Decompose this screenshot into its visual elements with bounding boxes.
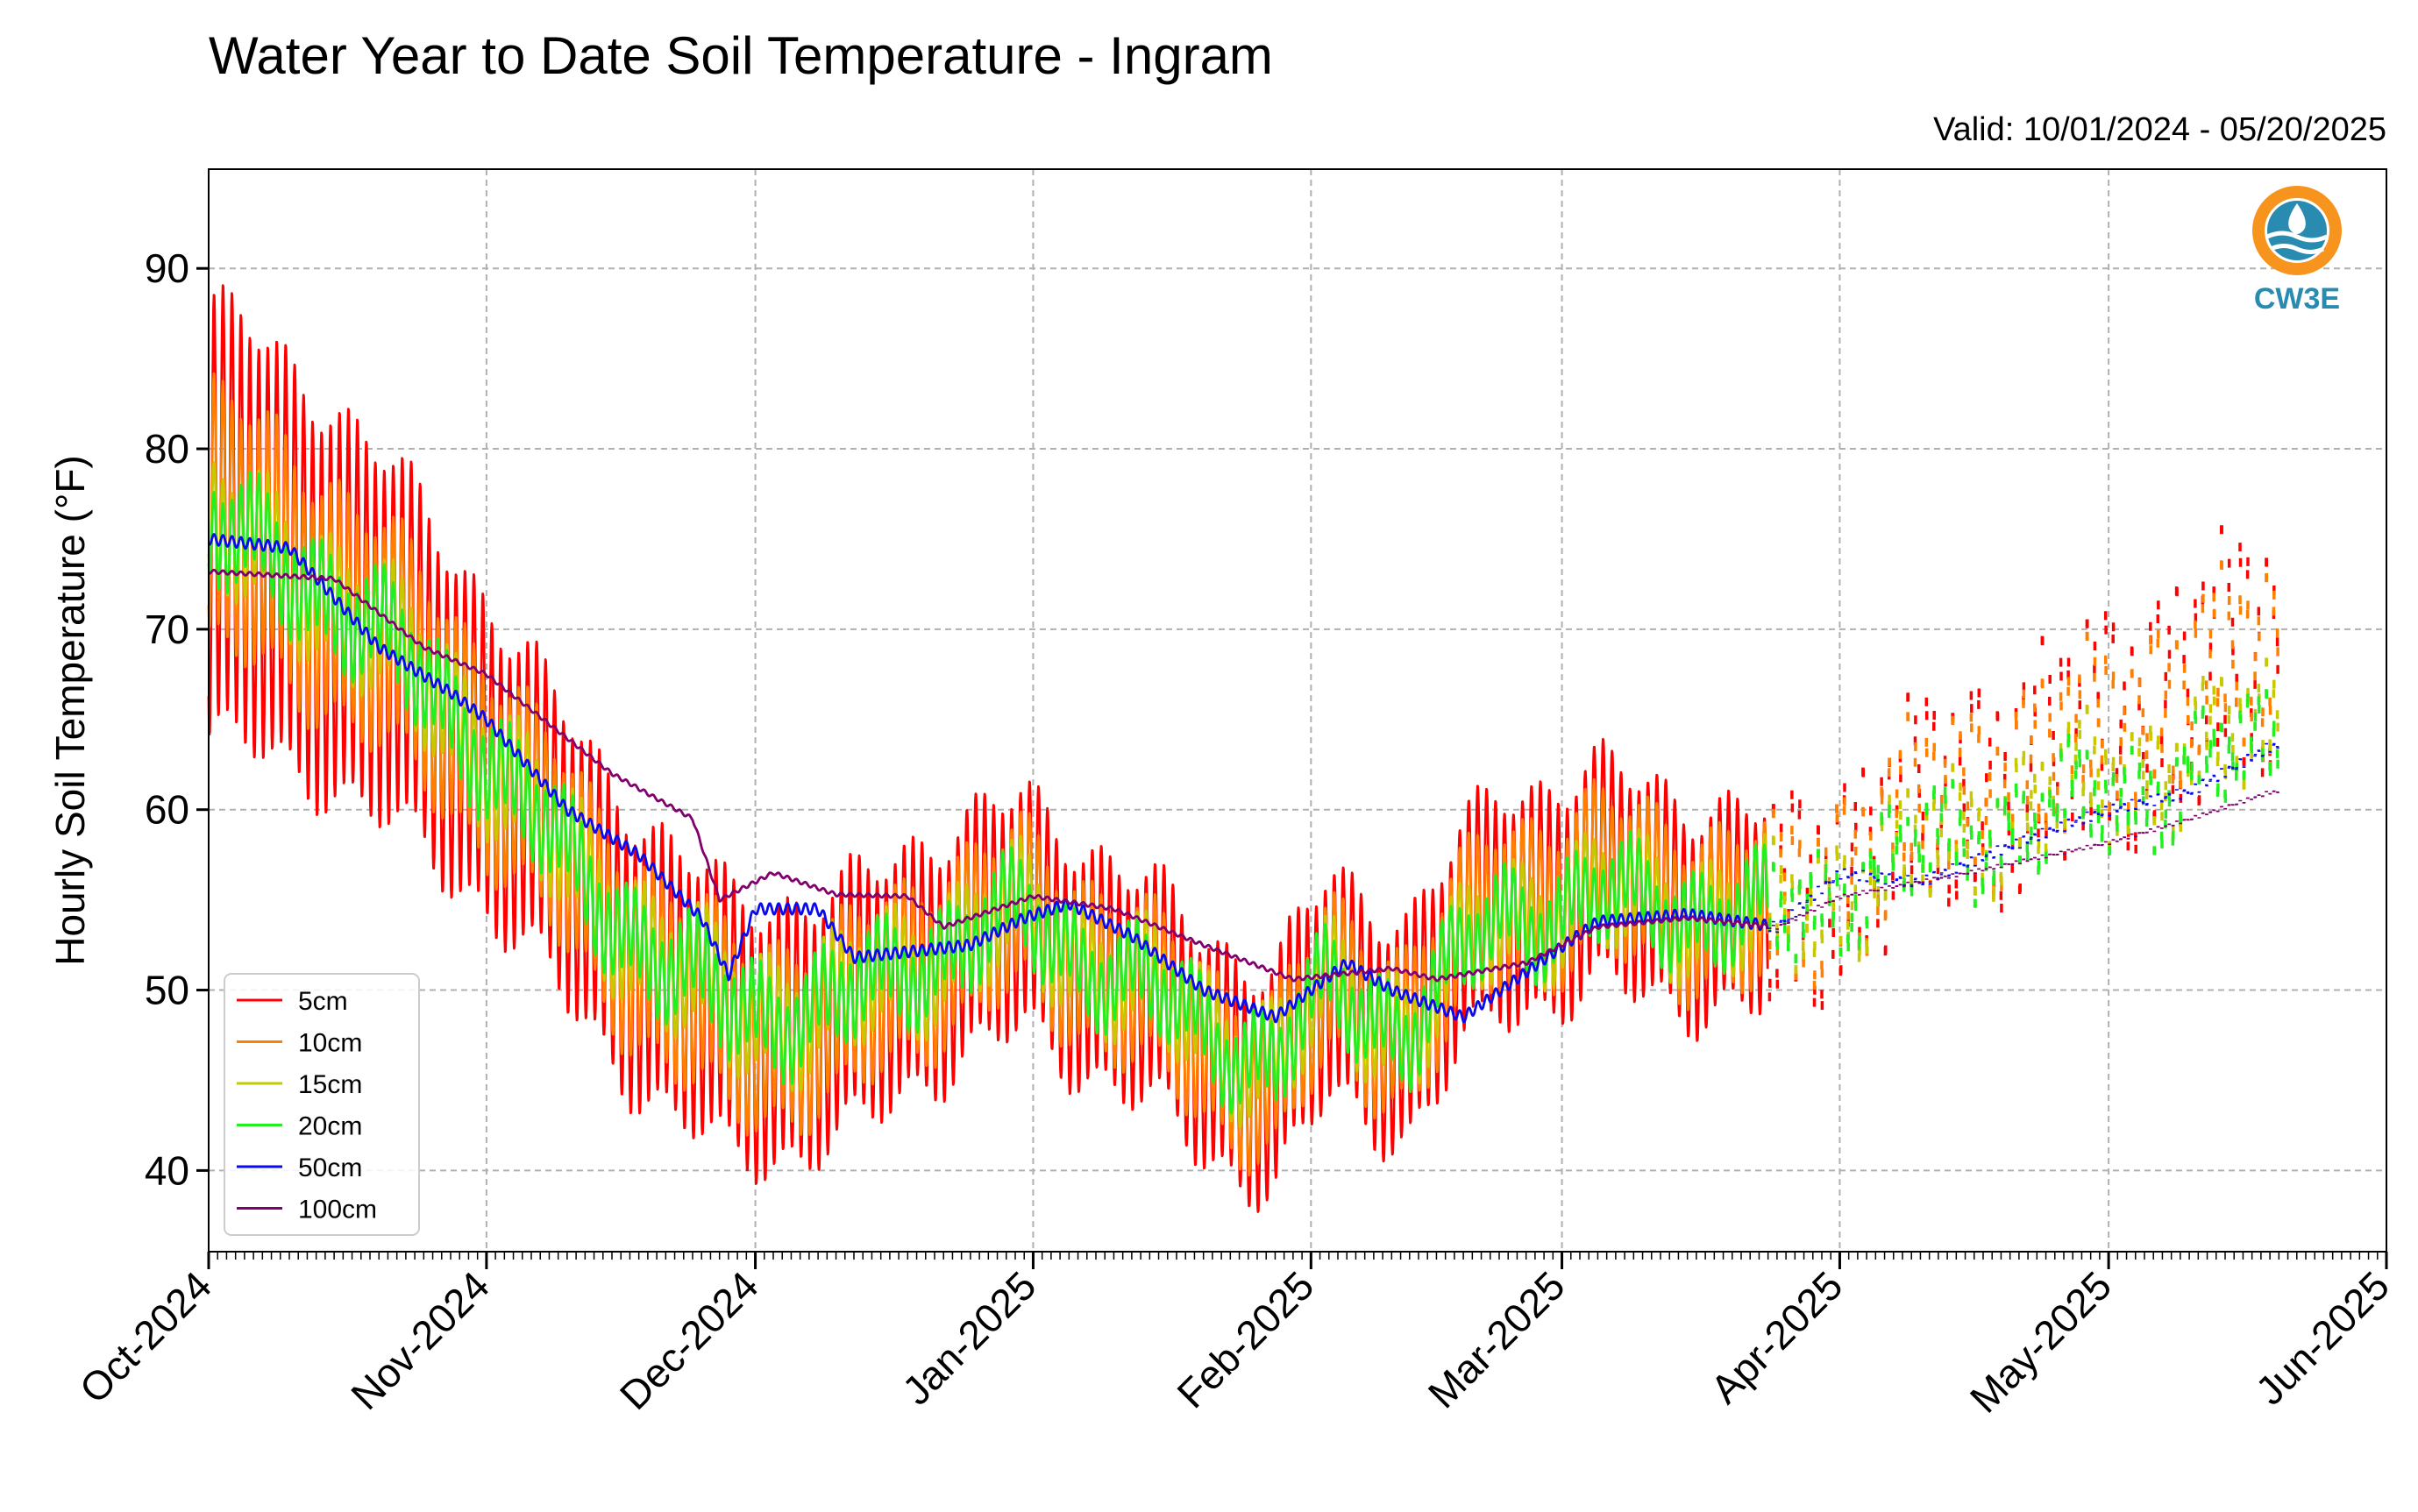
series-line-50cm [207, 533, 1769, 1024]
x-tick-label: Apr-2025 [1702, 1262, 1852, 1412]
chart-subtitle: Valid: 10/01/2024 - 05/20/2025 [1933, 111, 2386, 148]
x-tick-label: Mar-2025 [1419, 1262, 1574, 1416]
y-tick-label: 70 [145, 607, 189, 652]
series-line-100cm [208, 568, 1769, 983]
series-points-10cm [1767, 560, 2279, 990]
logo-text: CW3E [2254, 282, 2340, 316]
legend-label-100cm: 100cm [298, 1196, 377, 1225]
series-points-100cm [1767, 790, 2279, 930]
y-tick-label: 80 [145, 426, 189, 472]
cw3e-logo: CW3E [2252, 186, 2342, 316]
x-tick-label: Dec-2024 [611, 1262, 767, 1418]
x-tick-label: Nov-2024 [342, 1262, 498, 1418]
axes: Oct-2024 Nov-2024 Dec-2024 Jan-2025 Feb-2025… [71, 245, 2399, 1422]
y-tick-label: 60 [145, 787, 189, 833]
chart-title: Water Year to Date Soil Temperature - In… [209, 26, 1273, 85]
plot-frame [208, 168, 2387, 1253]
legend-label-15cm: 15cm [298, 1070, 362, 1099]
series-points-20cm [1767, 689, 2279, 963]
x-tick-label: Jun-2025 [2247, 1262, 2398, 1413]
y-tick-label: 90 [145, 245, 189, 291]
series-line-10cm [207, 372, 1769, 1177]
logo-wave-icon [2265, 231, 2329, 243]
x-tick-label: May-2025 [1961, 1262, 2120, 1421]
series-layer [207, 284, 2279, 1213]
legend: 5cm 10cm 15cm 20cm 50cm 100cm [224, 973, 420, 1236]
logo-drop-icon [2288, 203, 2306, 234]
y-axis-label: Hourly Soil Temperature (°F) [47, 455, 93, 966]
x-tick-label: Jan-2025 [893, 1262, 1044, 1413]
logo-wave2-icon [2269, 244, 2325, 254]
logo-ring-icon [2252, 186, 2342, 275]
series-line-20cm [207, 471, 1769, 1115]
x-tick-label: Oct-2024 [71, 1262, 221, 1412]
series-points-5cm [1767, 525, 2279, 1011]
legend-label-50cm: 50cm [298, 1154, 362, 1182]
legend-label-20cm: 20cm [298, 1112, 362, 1141]
legend-label-10cm: 10cm [298, 1029, 362, 1058]
y-tick-label: 40 [145, 1147, 189, 1193]
x-tick-label: Feb-2025 [1168, 1262, 1322, 1416]
legend-label-5cm: 5cm [298, 987, 348, 1016]
legend-box [224, 973, 420, 1236]
y-tick-label: 50 [145, 968, 189, 1013]
series-points-50cm [1767, 742, 2279, 933]
